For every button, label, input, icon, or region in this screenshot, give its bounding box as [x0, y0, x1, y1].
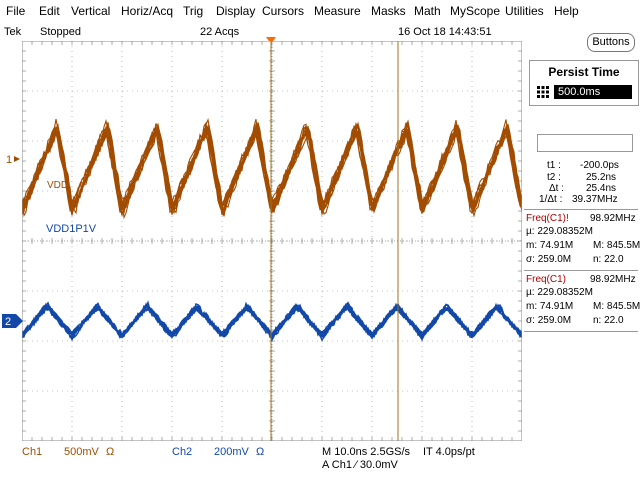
measure-1-count: n: 22.0 [593, 254, 624, 265]
measure-1-max: M: 845.5M [593, 240, 640, 251]
cursor-inverse-label: 1/Δt : [539, 194, 563, 205]
ch1-label-vdd: VDD [47, 180, 69, 191]
menu-utilities[interactable]: Utilities [505, 4, 544, 18]
measure-2-name[interactable]: Freq(C1) [526, 274, 567, 285]
menu-display[interactable]: Display [216, 4, 256, 18]
measure-1-name[interactable]: Freq(C1)! [526, 213, 569, 224]
ch2-scale[interactable]: 200mV [214, 446, 249, 458]
measure-divider-3 [524, 331, 638, 332]
menu-myscope[interactable]: MyScope [450, 4, 501, 18]
menu-bar: File Edit Vertical Horiz/Acq Trig Displa… [0, 0, 640, 22]
brand-label: Tek [4, 26, 22, 38]
waveform-display[interactable] [22, 41, 522, 441]
menu-cursors[interactable]: Cursors [262, 4, 305, 18]
cursor-t1-label: t1 : [547, 160, 561, 171]
measure-1-value: 98.92MHz [590, 213, 636, 224]
ch1-waveform [22, 117, 522, 220]
measure-1-min: m: 74.91M [526, 240, 574, 251]
ch1-scale[interactable]: 500mV [64, 446, 99, 458]
menu-edit[interactable]: Edit [39, 4, 60, 18]
bottom-status-bar: Ch1 500mV Ω Ch2 200mV Ω M 10.0ns 2.5GS/s… [0, 441, 640, 480]
ch1-impedance: Ω [106, 446, 115, 458]
cursor-t2-value: 25.2ns [586, 172, 617, 183]
blank-readout-box [537, 134, 633, 152]
measure-2-count: n: 22.0 [593, 315, 624, 326]
measure-2-sigma: σ: 259.0M [526, 315, 572, 326]
menu-math[interactable]: Math [414, 4, 441, 18]
measure-2-min: m: 74.91M [526, 301, 574, 312]
measure-2-max: M: 845.5M [593, 301, 640, 312]
ch1-trace-label: VDD1P1V [46, 223, 97, 235]
measure-1-sigma: σ: 259.0M [526, 254, 572, 265]
interpolation-readout: IT 4.0ps/pt [423, 446, 475, 458]
cursor-delta-label: Δt : [549, 183, 565, 194]
measure-2-mean: µ: 229.08352M [526, 287, 593, 298]
datetime: 16 Oct 18 14:43:51 [398, 26, 492, 38]
ch1-ground-marker[interactable]: 1 [4, 152, 24, 166]
keypad-icon[interactable] [537, 86, 549, 98]
graticule-grid [22, 41, 522, 441]
acquisition-count: 22 Acqs [200, 26, 240, 38]
menu-masks[interactable]: Masks [371, 4, 406, 18]
persist-time-title: Persist Time [548, 65, 620, 79]
measure-divider-1 [524, 209, 638, 210]
ch2-readout-label[interactable]: Ch2 [172, 446, 193, 458]
menu-measure[interactable]: Measure [314, 4, 361, 18]
measure-2-value: 98.92MHz [590, 274, 636, 285]
ch2-waveform [22, 300, 522, 342]
ch2-marker-label: 2 [5, 316, 11, 328]
cursor-inverse-value: 39.37MHz [572, 194, 618, 205]
menu-horiz-acq[interactable]: Horiz/Acq [121, 4, 174, 18]
menu-help[interactable]: Help [554, 4, 579, 18]
ch2-impedance: Ω [256, 446, 265, 458]
persist-time-input[interactable]: 500.0ms [554, 85, 632, 99]
ch2-ground-marker[interactable]: 2 [2, 314, 24, 328]
menu-file[interactable]: File [6, 4, 26, 18]
menu-trig[interactable]: Trig [183, 4, 204, 18]
ch1-readout-label[interactable]: Ch1 [22, 446, 43, 458]
buttons-button[interactable]: Buttons [587, 33, 635, 52]
ch1-marker-label: 1 [6, 154, 12, 166]
acquisition-state: Stopped [40, 26, 81, 38]
measure-1-mean: µ: 229.08352M [526, 226, 593, 237]
cursor-t2-label: t2 : [547, 172, 561, 183]
measure-divider-2 [524, 270, 638, 271]
timebase-readout[interactable]: M 10.0ns 2.5GS/s [322, 446, 411, 458]
menu-vertical[interactable]: Vertical [71, 4, 111, 18]
cursor-delta-value: 25.4ns [586, 183, 617, 194]
persist-time-panel: Persist Time 500.0ms [529, 60, 639, 106]
cursor-t1-value: -200.0ps [580, 160, 619, 171]
trigger-readout[interactable]: A Ch1 ⁄ 30.0mV [322, 459, 398, 471]
